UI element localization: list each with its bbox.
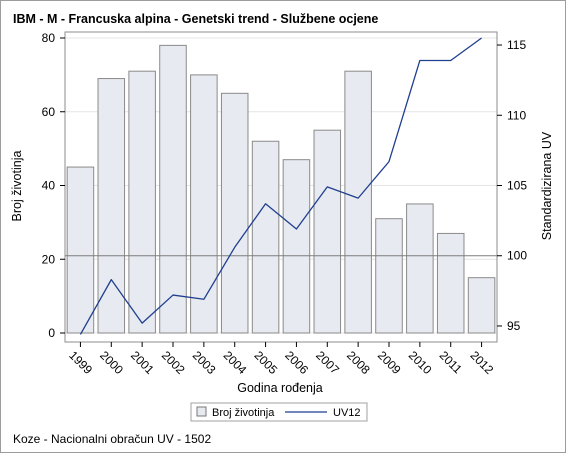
y-tick-label-1: 20 — [42, 252, 56, 266]
x-tick-label-2012: 2012 — [467, 348, 496, 377]
x-tick-label-2009: 2009 — [375, 348, 404, 377]
y-tick-label-3: 60 — [42, 105, 56, 119]
y2-tick-label-4: 115 — [507, 38, 526, 52]
bar-2011 — [436, 232, 465, 334]
x-tick-label-2003: 2003 — [190, 348, 219, 377]
x-tick-label-2007: 2007 — [313, 348, 342, 377]
x-tick-label-2008: 2008 — [344, 348, 373, 377]
bar-2007 — [313, 129, 342, 334]
bar-2010 — [406, 203, 434, 334]
y2-tick-label-0: 95 — [507, 319, 521, 333]
footnote: Koze - Nacionalni obračun UV - 1502 — [13, 432, 211, 446]
x-tick-label-2006: 2006 — [282, 348, 311, 377]
bar-2001 — [128, 70, 156, 334]
bar-2008 — [344, 70, 372, 334]
series-line-uv12 — [79, 37, 482, 335]
bar-2005 — [251, 140, 280, 334]
x-tick-label-2010: 2010 — [406, 348, 435, 377]
plot-border — [64, 31, 498, 343]
bar-2006 — [282, 159, 311, 334]
y2-tick-label-2: 105 — [507, 179, 527, 193]
legend: Broj životinja UV12 — [190, 402, 368, 422]
legend-label-bar: Broj životinja — [212, 407, 275, 419]
y-axis-label: Broj životinja — [10, 151, 24, 222]
x-tick-label-2001: 2001 — [128, 348, 157, 377]
bar-2009 — [375, 218, 403, 334]
bar-1999 — [66, 166, 95, 334]
chart-title: IBM - M - Francuska alpina - Genetski tr… — [13, 12, 378, 26]
x-tick-label-2002: 2002 — [159, 348, 188, 377]
bar-2012 — [467, 277, 496, 334]
x-axis-label: Godina rođenja — [237, 381, 323, 395]
bar-2003 — [190, 74, 218, 334]
bar-2002 — [159, 44, 187, 334]
legend-swatch-bar — [196, 406, 207, 417]
y-tick-label-4: 80 — [42, 31, 56, 45]
y2-axis-label: Standardizirana UV — [540, 131, 554, 240]
y-tick-label-0: 0 — [48, 326, 55, 340]
bar-2004 — [220, 92, 249, 334]
y2-tick-label-1: 100 — [507, 249, 527, 263]
x-tick-label-1999: 1999 — [66, 348, 95, 377]
x-tick-label-2000: 2000 — [97, 348, 126, 377]
legend-box — [190, 402, 368, 422]
bar-2000 — [97, 78, 126, 334]
y2-tick-label-3: 110 — [507, 108, 526, 122]
x-tick-label-2005: 2005 — [251, 348, 280, 377]
x-tick-label-2011: 2011 — [437, 348, 465, 376]
y-tick-label-2: 40 — [42, 179, 56, 193]
legend-label-line: UV12 — [333, 407, 361, 419]
x-tick-label-2004: 2004 — [221, 348, 250, 377]
